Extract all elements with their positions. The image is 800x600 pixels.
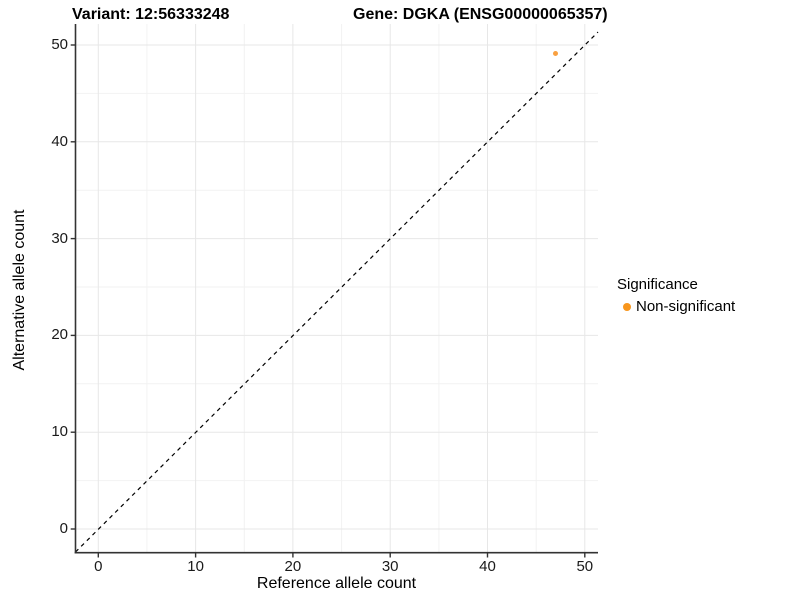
x-tick-label-0: 0 (94, 558, 103, 575)
legend-entry-label: Non-significant (636, 298, 736, 315)
legend: Significance Non-significant (617, 276, 735, 316)
tick-marks (70, 44, 586, 558)
y-tick-label-10: 10 (51, 423, 68, 441)
y-tick-label-40: 40 (51, 132, 68, 150)
y-tick-label-50: 50 (51, 36, 68, 53)
legend-entry-nonsignificant: Non-significant (617, 298, 735, 316)
x-tick-label-40: 40 (479, 558, 496, 575)
x-tick-label-30: 30 (381, 558, 399, 575)
plot-title-gene: Gene: DGKA (ENSG00000065357) (353, 6, 608, 23)
grid-minor (75, 24, 598, 553)
grid-major (75, 24, 598, 553)
y-tick-label-20: 20 (51, 326, 68, 344)
y-axis-title: Alternative allele count (11, 209, 28, 371)
x-tick-label-50: 50 (576, 558, 594, 575)
legend-title: Significance (617, 276, 698, 293)
plot-title-variant: Variant: 12:56333248 (72, 6, 230, 23)
x-axis-title: Reference allele count (256, 575, 417, 592)
x-tick-label-10: 10 (187, 558, 204, 575)
x-tick-label-20: 20 (284, 558, 302, 575)
identity-reference-line (75, 31, 599, 553)
legend-key-circle-icon (623, 303, 631, 311)
data-point-nonsignificant (553, 51, 558, 56)
y-tick-label-30: 30 (51, 229, 68, 247)
y-tick-label-0: 0 (59, 520, 68, 537)
axis-lines (74, 24, 598, 554)
